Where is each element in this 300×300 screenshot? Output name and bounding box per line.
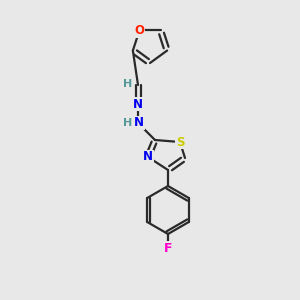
Text: H: H [123, 79, 133, 89]
Text: N: N [143, 151, 153, 164]
Text: H: H [123, 118, 133, 128]
Text: O: O [134, 24, 144, 37]
Text: F: F [164, 242, 172, 254]
Text: N: N [133, 98, 143, 110]
Text: N: N [134, 116, 144, 130]
Text: S: S [176, 136, 184, 148]
